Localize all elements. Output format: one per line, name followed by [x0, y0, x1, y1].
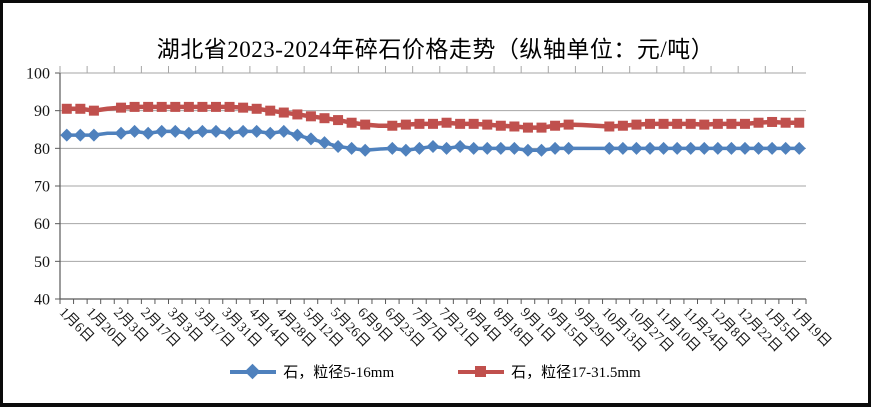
svg-text:80: 80	[34, 141, 50, 158]
svg-text:90: 90	[34, 103, 50, 120]
svg-text:60: 60	[34, 216, 50, 233]
svg-text:100: 100	[26, 66, 50, 83]
plot-area: 4050607080901001月6日1月20日2月3日2月17日3月3日3月1…	[26, 66, 834, 356]
chart-title: 湖北省2023-2024年碎石价格走势（纵轴单位：元/吨）	[156, 37, 715, 62]
svg-text:50: 50	[34, 254, 50, 271]
svg-text:40: 40	[34, 292, 50, 309]
svg-text:70: 70	[34, 179, 50, 196]
